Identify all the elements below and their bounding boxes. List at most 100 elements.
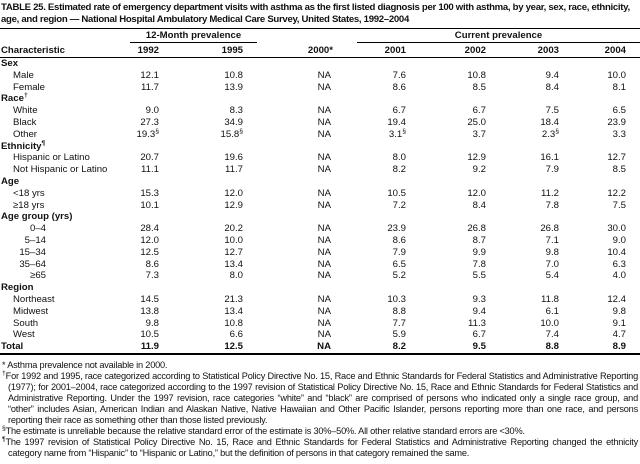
value-cell: 12.4 bbox=[607, 293, 627, 305]
value-cell: 10.5 bbox=[140, 329, 159, 341]
value-cell: 7.8 bbox=[472, 258, 486, 270]
column-group-current-prevalence: Current prevalence bbox=[357, 28, 640, 43]
value-cell: 6.7 bbox=[472, 105, 486, 117]
empty-cell bbox=[173, 211, 257, 223]
footnote-marker: ¶ bbox=[2, 435, 6, 443]
footnote: * Asthma prevalence not available in 200… bbox=[2, 359, 168, 370]
empty-cell bbox=[130, 58, 173, 70]
row-label: Male bbox=[13, 69, 34, 81]
value-cell: 8.0 bbox=[229, 270, 243, 282]
empty-cell bbox=[173, 141, 257, 153]
value-cell: 10.8 bbox=[467, 69, 486, 81]
value-cell: 8.6 bbox=[145, 258, 159, 270]
value-cell: 12.5 bbox=[140, 246, 159, 258]
row-label: Total bbox=[0, 341, 130, 355]
value-cell: NA bbox=[317, 69, 331, 81]
table-row: Ethnicity¶ bbox=[0, 139, 640, 153]
empty-cell bbox=[257, 211, 357, 223]
value-cell: 11.3 bbox=[468, 317, 486, 329]
value-cell: 8.4 bbox=[545, 81, 559, 93]
footnote-marker: § bbox=[402, 127, 406, 135]
empty-cell bbox=[500, 282, 573, 294]
value-cell: 9.8 bbox=[612, 305, 627, 317]
value-cell: 10.8 bbox=[224, 317, 243, 329]
column-group-row: 12-Month prevalence Current prevalence bbox=[0, 28, 640, 43]
empty-cell bbox=[500, 176, 573, 188]
value-cell: 16.1 bbox=[540, 152, 559, 164]
value-cell: 11.1 bbox=[141, 164, 159, 176]
value-cell: 26.8 bbox=[540, 223, 559, 235]
value-cell: 7.8 bbox=[545, 199, 559, 211]
row-label: South bbox=[13, 317, 39, 329]
value-cell: 11.7 bbox=[225, 164, 243, 176]
value-cell: 12.0 bbox=[140, 234, 159, 246]
empty-cell bbox=[500, 211, 573, 223]
value-cell: 12.0 bbox=[467, 187, 486, 199]
value-cell: 6.6 bbox=[229, 329, 243, 341]
row-label: Other bbox=[13, 128, 37, 140]
footnote-marker: † bbox=[2, 369, 6, 377]
value-cell: 13.8 bbox=[140, 305, 159, 317]
table-row: Age group (yrs) bbox=[0, 211, 640, 223]
table-row: White 9.0 8.3 NA 6.7 6.7 7.5 6.5 bbox=[0, 105, 640, 117]
table-row: 35–64 8.6 13.4 NA 6.5 7.8 7.0 6.3 bbox=[0, 259, 640, 271]
value-cell: NA bbox=[317, 293, 331, 305]
value-cell: 13.4 bbox=[224, 305, 243, 317]
value-cell: 7.0 bbox=[545, 258, 559, 270]
table-row: Northeast 14.5 21.3 NA 10.3 9.3 11.8 12.4 bbox=[0, 294, 640, 306]
footnote-marker: § bbox=[555, 127, 559, 135]
empty-cell bbox=[357, 282, 420, 294]
asthma-ed-visits-table: 12-Month prevalence Current prevalence Cha… bbox=[0, 28, 640, 355]
footnote-marker: § bbox=[155, 127, 159, 135]
value-cell: NA bbox=[317, 152, 331, 164]
value-cell: 2.3§ bbox=[541, 127, 559, 140]
value-cell: 12.5 bbox=[173, 341, 257, 355]
value-cell: 7.5 bbox=[545, 105, 559, 117]
footnote: §The estimate is unreliable because the … bbox=[2, 424, 525, 436]
value-cell: 15.3 bbox=[140, 187, 159, 199]
value-cell: 9.2 bbox=[472, 164, 486, 176]
empty-cell bbox=[573, 93, 640, 105]
value-cell: NA bbox=[317, 187, 331, 199]
value-cell: 11.8 bbox=[541, 293, 559, 305]
table-row: Black 27.3 34.9 NA 19.4 25.0 18.4 23.9 bbox=[0, 117, 640, 129]
table-row: Not Hispanic or Latino 11.1 11.7 NA 8.2 9.2 7.… bbox=[0, 164, 640, 176]
footnotes: * Asthma prevalence not available in 200… bbox=[0, 360, 640, 459]
row-label: Race† bbox=[1, 92, 28, 105]
value-cell: 11.9 bbox=[130, 341, 173, 355]
value-cell: 15.8§ bbox=[220, 127, 243, 140]
empty-cell bbox=[357, 141, 420, 153]
value-cell: 5.4 bbox=[545, 270, 559, 282]
column-header-1995: 1995 bbox=[173, 42, 257, 58]
empty-cell bbox=[257, 176, 357, 188]
value-cell: NA bbox=[317, 270, 331, 282]
value-cell: 9.0 bbox=[145, 105, 159, 117]
value-cell: 7.1 bbox=[545, 234, 559, 246]
value-cell: 10.5 bbox=[387, 187, 406, 199]
value-cell: 8.8 bbox=[500, 341, 573, 355]
value-cell: 10.0 bbox=[607, 69, 627, 81]
table-row: Total 11.9 12.5 NA 8.2 9.5 8.8 8.9 bbox=[0, 341, 640, 355]
value-cell: 6.7 bbox=[472, 329, 486, 341]
empty-cell bbox=[357, 93, 420, 105]
empty-cell bbox=[257, 282, 357, 294]
value-cell: 7.7 bbox=[392, 317, 406, 329]
column-group-spacer bbox=[0, 28, 130, 43]
column-header-characteristic: Characteristic bbox=[0, 42, 130, 58]
value-cell: 6.7 bbox=[392, 105, 406, 117]
table-row: Region bbox=[0, 282, 640, 294]
value-cell: 28.4 bbox=[140, 223, 159, 235]
table-row: Sex bbox=[0, 58, 640, 70]
value-cell: 13.4 bbox=[224, 258, 243, 270]
footnote-marker: ¶ bbox=[41, 139, 46, 147]
table-row: Midwest 13.8 13.4 NA 8.8 9.4 6.1 9.8 bbox=[0, 306, 640, 318]
value-cell: NA bbox=[317, 81, 331, 93]
value-cell: 8.6 bbox=[392, 81, 406, 93]
empty-cell bbox=[420, 58, 500, 70]
value-cell: 10.3 bbox=[387, 293, 406, 305]
empty-cell bbox=[257, 141, 357, 153]
table-row: 5–14 12.0 10.0 NA 8.6 8.7 7.1 9.0 bbox=[0, 235, 640, 247]
empty-cell bbox=[357, 211, 420, 223]
value-cell: 18.4 bbox=[540, 116, 559, 128]
table-header: 12-Month prevalence Current prevalence Cha… bbox=[0, 28, 640, 58]
